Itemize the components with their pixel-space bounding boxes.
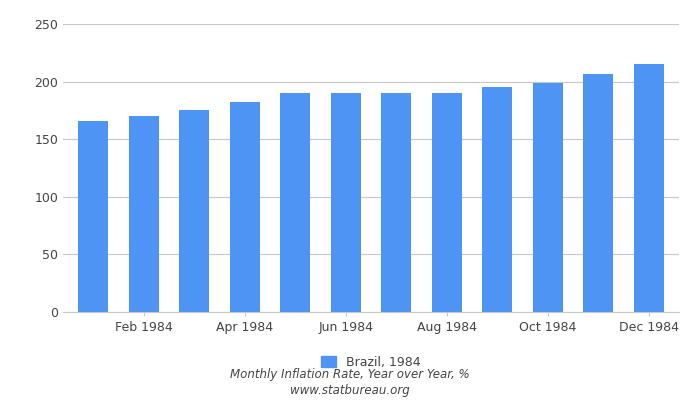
Bar [280, 93, 310, 312]
Bar [533, 83, 563, 312]
Text: www.statbureau.org: www.statbureau.org [290, 384, 410, 397]
Bar [78, 121, 108, 312]
Bar [230, 102, 260, 312]
Legend: Brazil, 1984: Brazil, 1984 [321, 356, 421, 369]
Bar [432, 93, 462, 312]
Bar [381, 93, 412, 312]
Text: Monthly Inflation Rate, Year over Year, %: Monthly Inflation Rate, Year over Year, … [230, 368, 470, 381]
Bar [634, 64, 664, 312]
Bar [179, 110, 209, 312]
Bar [482, 87, 512, 312]
Bar [583, 74, 613, 312]
Bar [129, 116, 159, 312]
Bar [330, 93, 361, 312]
